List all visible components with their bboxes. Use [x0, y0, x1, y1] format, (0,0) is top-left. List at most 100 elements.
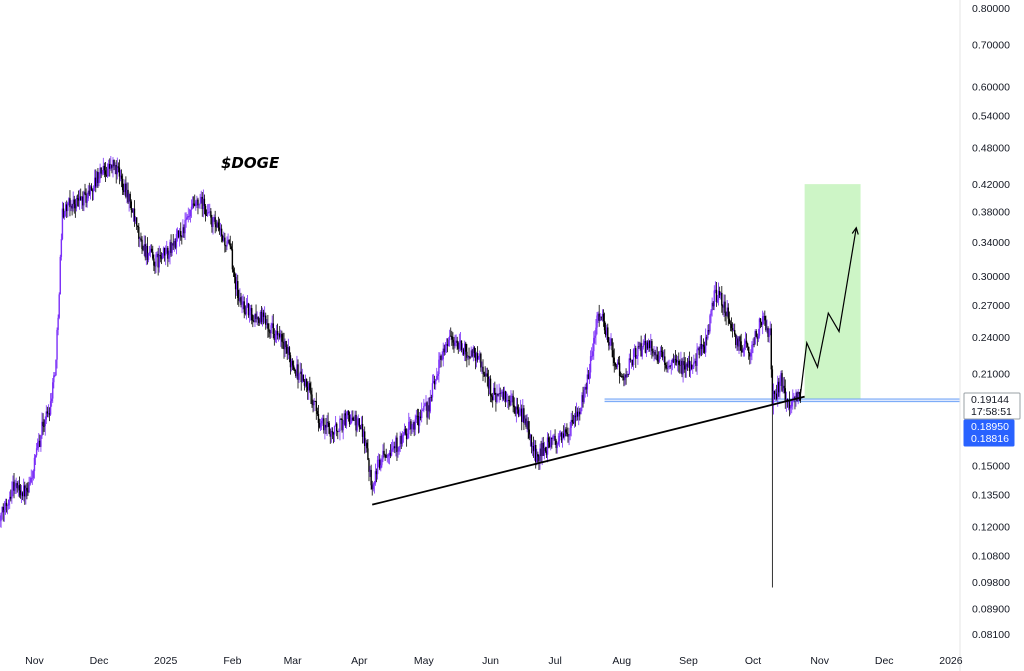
candle: [191, 196, 194, 210]
candle: [226, 236, 228, 251]
candle: [661, 346, 664, 361]
candle: [565, 427, 567, 437]
candle: [439, 352, 441, 369]
candle: [737, 336, 739, 351]
candle: [629, 349, 632, 363]
candle: [451, 330, 453, 346]
candle: [139, 236, 141, 248]
candle: [130, 199, 132, 218]
candle: [355, 410, 357, 437]
candle: [501, 389, 504, 402]
candle: [557, 433, 560, 446]
candle: [29, 476, 31, 486]
candle: [138, 222, 140, 247]
candle: [330, 427, 333, 443]
time-tick-label: Apr: [351, 655, 368, 667]
candle: [368, 458, 370, 482]
candle: [564, 422, 566, 441]
time-tick-label: Oct: [745, 655, 761, 667]
candle: [688, 351, 691, 377]
candle: [791, 399, 793, 414]
candle: [142, 245, 144, 252]
candle: [320, 417, 323, 430]
candle: [744, 331, 747, 351]
candle: [470, 346, 472, 359]
candle: [713, 285, 715, 311]
candle: [478, 355, 480, 360]
candle: [702, 338, 705, 354]
candle: [570, 412, 572, 437]
candle: [445, 338, 448, 354]
candle: [640, 335, 642, 357]
candle: [333, 425, 336, 442]
candle: [718, 286, 721, 298]
candle: [162, 246, 165, 259]
candle: [382, 444, 384, 463]
price-tick-label: 0.70000: [972, 39, 1010, 51]
price-axis[interactable]: 0.80000 0.70000 0.60000 0.54000 0.48000 0.420…: [972, 3, 1010, 641]
candle: [93, 169, 96, 191]
candle: [189, 209, 192, 223]
candle: [753, 337, 755, 348]
trendline[interactable]: [371, 395, 805, 506]
candle: [41, 412, 43, 439]
candle: [186, 214, 188, 220]
candle: [556, 442, 558, 454]
candle: [182, 219, 184, 238]
candle: [643, 335, 646, 346]
candle: [215, 219, 217, 232]
candle: [559, 430, 562, 437]
candle: [515, 397, 518, 423]
candle: [625, 368, 627, 385]
candle: [247, 302, 250, 318]
candle: [454, 334, 456, 349]
candle: [109, 158, 111, 177]
price-tick-label: 0.08900: [972, 603, 1010, 615]
candle: [524, 415, 526, 425]
candle: [609, 337, 611, 350]
candle: [547, 433, 550, 449]
candle: [348, 411, 351, 428]
candle: [637, 341, 639, 365]
projection-path[interactable]: [799, 227, 857, 396]
candle: [675, 354, 678, 366]
candle: [786, 398, 789, 408]
candle: [73, 195, 75, 214]
candle: [611, 337, 613, 358]
candle: [778, 377, 780, 397]
candle: [98, 172, 100, 187]
time-tick-label: Feb: [223, 655, 241, 667]
candle: [69, 190, 71, 217]
candle: [171, 242, 173, 257]
candle: [678, 352, 680, 373]
candle: [391, 439, 394, 452]
candle: [183, 224, 185, 239]
candle: [76, 194, 79, 207]
candle: [635, 345, 637, 368]
candle: [491, 392, 494, 408]
candle: [107, 159, 110, 177]
candle: [401, 431, 404, 447]
price-tick-label: 0.10800: [972, 550, 1010, 562]
candle: [689, 361, 692, 378]
candle: [254, 313, 256, 328]
candle: [27, 481, 29, 496]
candle: [149, 244, 152, 258]
time-axis[interactable]: Nov Dec 2025 Feb Mar Apr May Jun Jul Aug Sep Oct Nov…: [25, 655, 963, 667]
candle: [362, 429, 365, 444]
candle: [647, 338, 650, 352]
candle: [545, 446, 548, 458]
candle: [281, 330, 283, 349]
candle: [238, 289, 240, 307]
support-level-badge-text: 0.18950: [971, 421, 1009, 433]
candle: [567, 427, 569, 443]
candle: [213, 214, 215, 222]
candle: [528, 421, 530, 441]
candle: [137, 225, 139, 233]
candle: [0, 512, 2, 528]
candle: [514, 406, 516, 417]
candle: [788, 391, 791, 417]
candle: [317, 405, 320, 432]
candle: [779, 375, 781, 399]
